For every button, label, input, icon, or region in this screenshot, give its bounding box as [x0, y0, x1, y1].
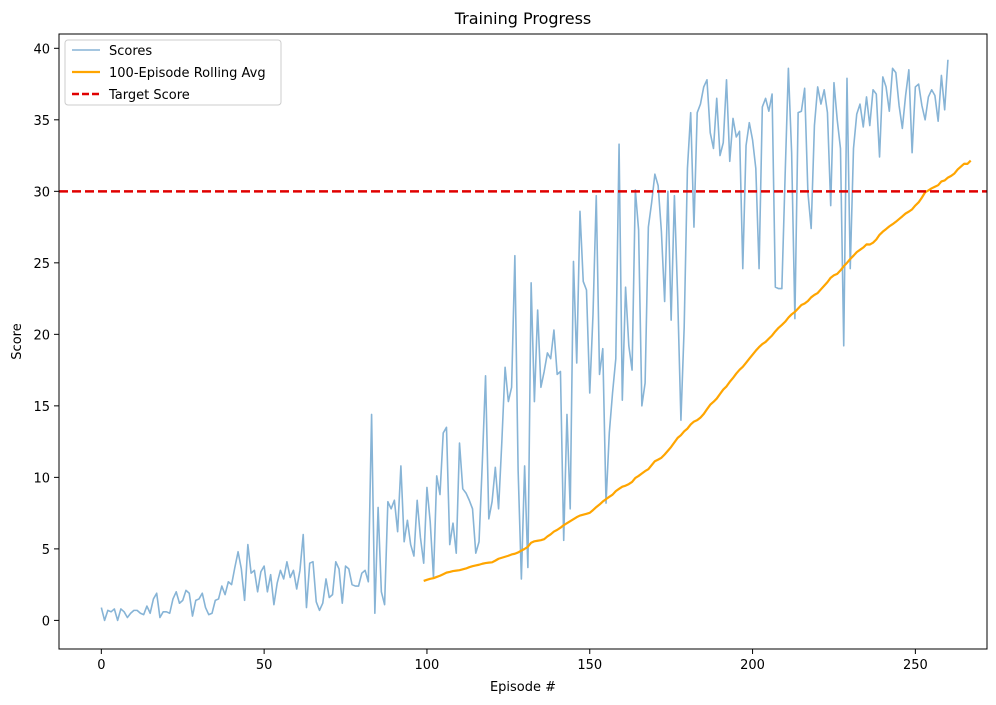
legend-label: 100-Episode Rolling Avg [109, 66, 266, 81]
y-tick-label: 0 [42, 614, 50, 629]
y-tick-label: 20 [33, 328, 50, 343]
x-tick-label: 100 [415, 658, 440, 673]
series-line-scores [100, 59, 949, 622]
y-tick-label: 25 [33, 257, 50, 272]
legend: Scores 100-Episode Rolling Avg Target Scor… [64, 39, 282, 106]
x-tick-label: 150 [577, 658, 602, 673]
axes: 0 50 100 150 200 250 0 5 10 15 20 25 30 35 40 [33, 33, 988, 673]
y-axis-label: Score [10, 323, 25, 359]
y-tick-label: 35 [33, 114, 50, 129]
x-tick-label: 50 [256, 658, 273, 673]
y-tick-label: 5 [42, 543, 50, 558]
x-axis-label: Episode # [490, 680, 556, 695]
x-tick-label: 250 [903, 658, 928, 673]
x-tick-label: 200 [740, 658, 765, 673]
plot-frame [58, 33, 988, 650]
legend-label: Target Score [108, 88, 190, 103]
plot-area [59, 59, 987, 622]
series-line-rolling-avg [423, 159, 972, 582]
chart-title: Training Progress [454, 9, 592, 28]
legend-box [64, 39, 282, 106]
y-tick-label: 15 [33, 400, 50, 415]
y-tick-label: 30 [33, 185, 50, 200]
y-tick-label: 40 [33, 42, 50, 57]
x-tick-label: 0 [97, 658, 105, 673]
legend-label: Scores [109, 44, 152, 59]
y-tick-label: 10 [33, 471, 50, 486]
